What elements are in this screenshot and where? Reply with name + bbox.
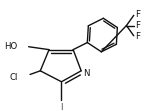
Text: HO: HO <box>4 42 18 51</box>
Text: N: N <box>83 69 89 78</box>
Text: F: F <box>135 21 140 30</box>
Text: |: | <box>60 103 63 110</box>
Text: Cl: Cl <box>9 73 18 82</box>
Text: F: F <box>135 10 140 19</box>
Text: F: F <box>135 32 140 41</box>
